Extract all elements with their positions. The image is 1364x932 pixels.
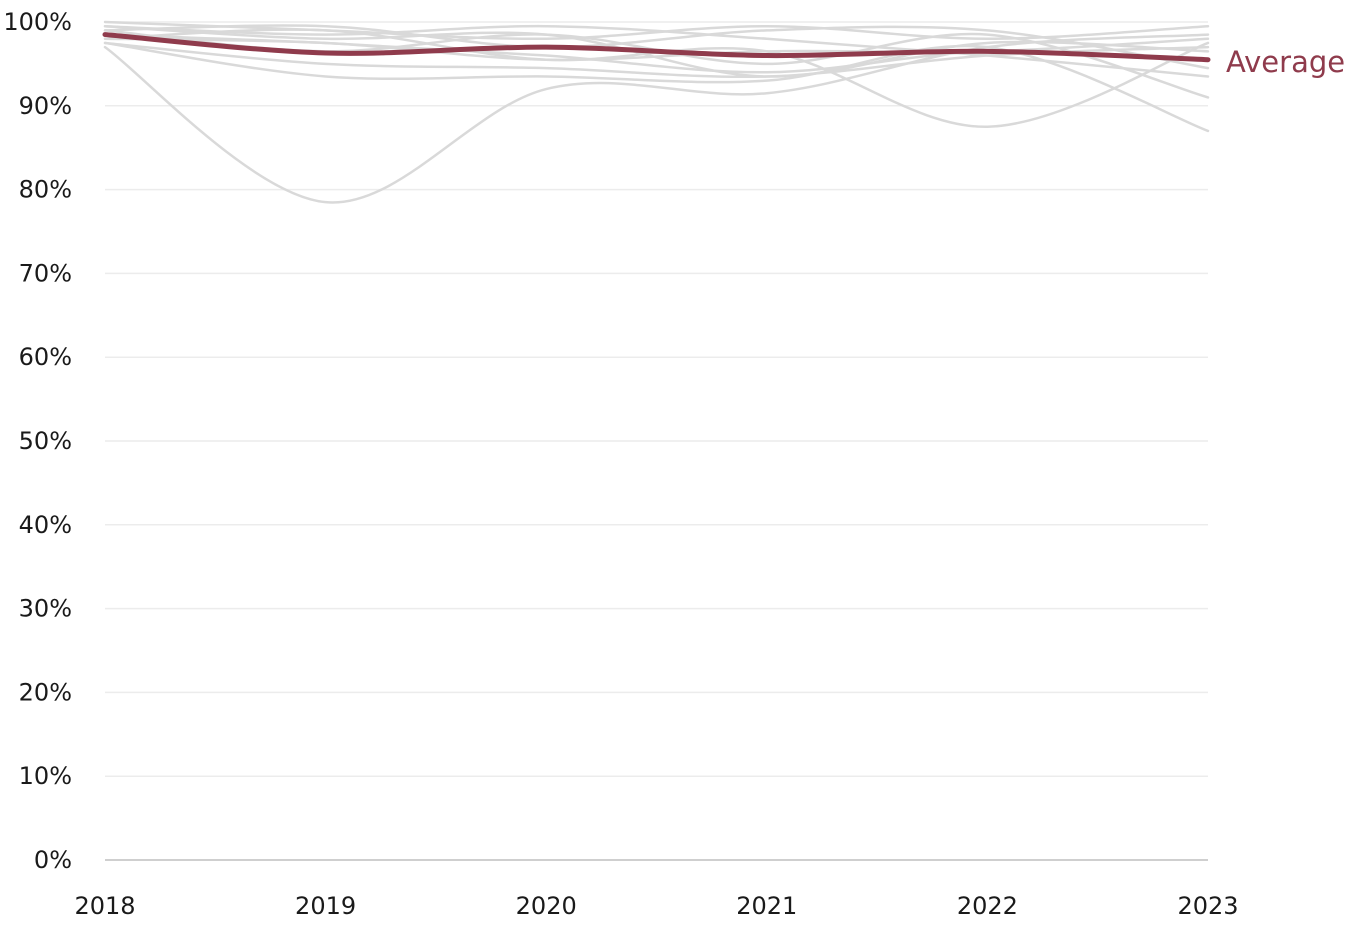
y-tick-label: 40% <box>19 511 72 539</box>
background-series-line <box>103 24 1210 70</box>
y-tick-label: 30% <box>19 595 72 623</box>
x-tick-label: 2018 <box>74 892 135 920</box>
y-tick-label: 50% <box>19 427 72 455</box>
y-tick-label: 90% <box>19 92 72 120</box>
average-series-line <box>102 32 1211 63</box>
y-axis-tick-labels: 0% 10% 20% 30% 40% 50% 60% 70% 80% 90% 100% <box>3 8 72 874</box>
y-tick-label: 80% <box>19 176 72 204</box>
y-tick-label: 10% <box>19 762 72 790</box>
background-series-line <box>103 24 1210 78</box>
y-tick-label: 70% <box>19 259 72 287</box>
y-tick-label: 60% <box>19 343 72 371</box>
y-tick-label: 0% <box>34 846 72 874</box>
x-tick-label: 2020 <box>516 892 577 920</box>
x-axis-tick-labels: 2018 2019 2020 2021 2022 2023 <box>74 892 1238 920</box>
gridlines <box>105 21 1208 861</box>
background-series-line <box>103 20 1210 41</box>
y-tick-label: 100% <box>3 8 72 36</box>
average-series-label: Average <box>1226 45 1345 79</box>
x-tick-label: 2022 <box>957 892 1018 920</box>
y-tick-label: 20% <box>19 678 72 706</box>
average-series-group: Average <box>102 32 1345 79</box>
background-series-line <box>103 24 1210 78</box>
x-tick-label: 2021 <box>736 892 797 920</box>
x-tick-label: 2023 <box>1177 892 1238 920</box>
x-tick-label: 2019 <box>295 892 356 920</box>
background-series-line <box>103 33 1210 204</box>
